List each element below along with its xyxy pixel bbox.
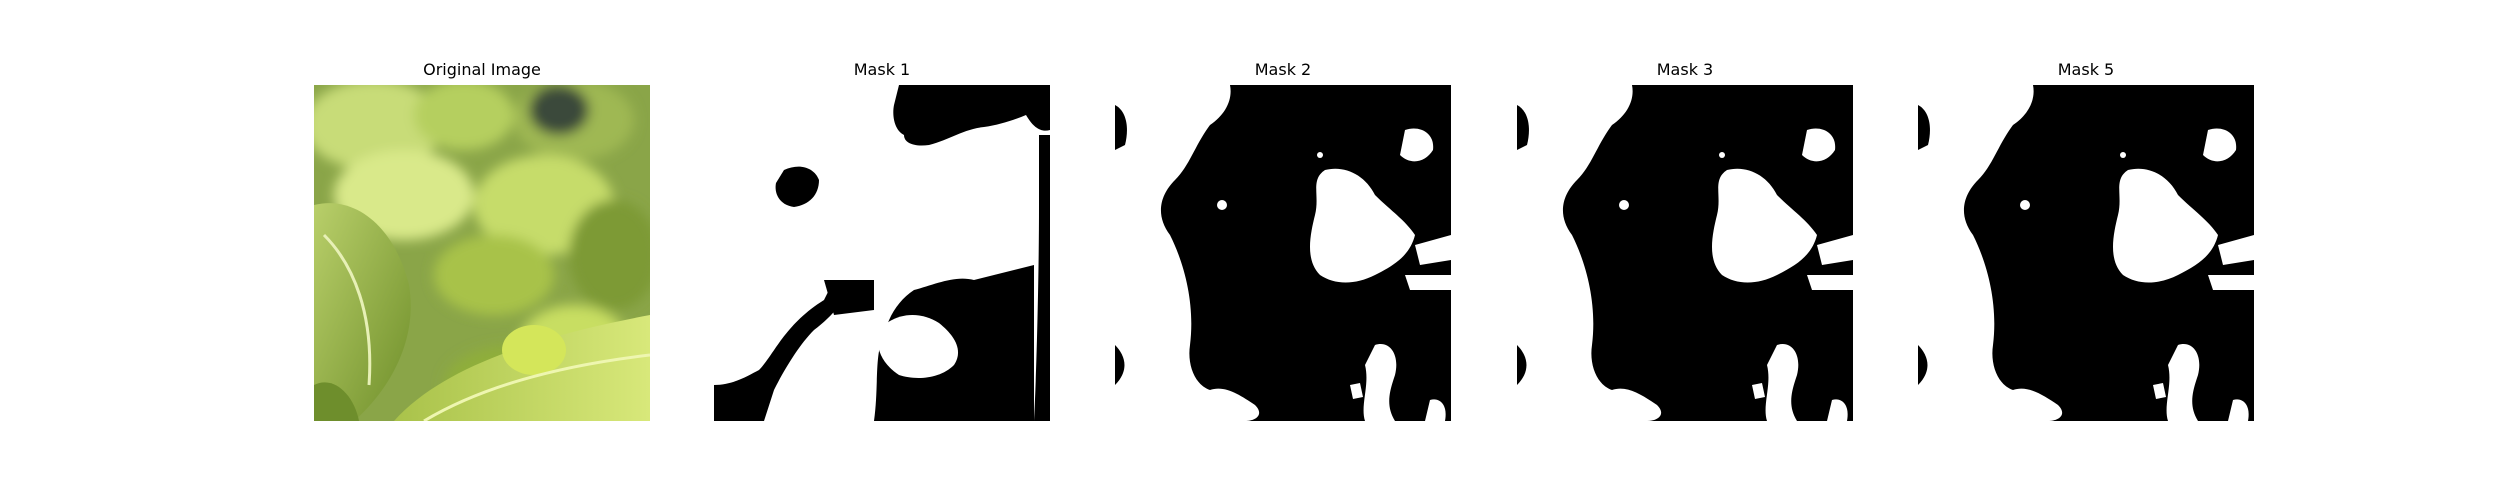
leafy-greens-photo bbox=[314, 85, 650, 421]
panel-title: Original Image bbox=[423, 60, 541, 79]
segmentation-mask bbox=[1918, 85, 2254, 421]
segmentation-mask bbox=[1517, 85, 1853, 421]
panel-title: Mask 5 bbox=[2057, 60, 2115, 79]
panel-title: Mask 1 bbox=[853, 60, 911, 79]
panel-mask-2: Mask 2 bbox=[1115, 0, 1451, 500]
panel-original-image: Original Image bbox=[314, 0, 650, 500]
panel-mask-1: Mask 1 bbox=[714, 0, 1050, 500]
panel-title: Mask 3 bbox=[1656, 60, 1714, 79]
panel-mask-5: Mask 5 bbox=[1918, 0, 2254, 500]
segmentation-mask bbox=[1115, 85, 1451, 421]
segmentation-mask bbox=[714, 85, 1050, 421]
panel-mask-3: Mask 3 bbox=[1517, 0, 1853, 500]
panel-title: Mask 2 bbox=[1254, 60, 1312, 79]
